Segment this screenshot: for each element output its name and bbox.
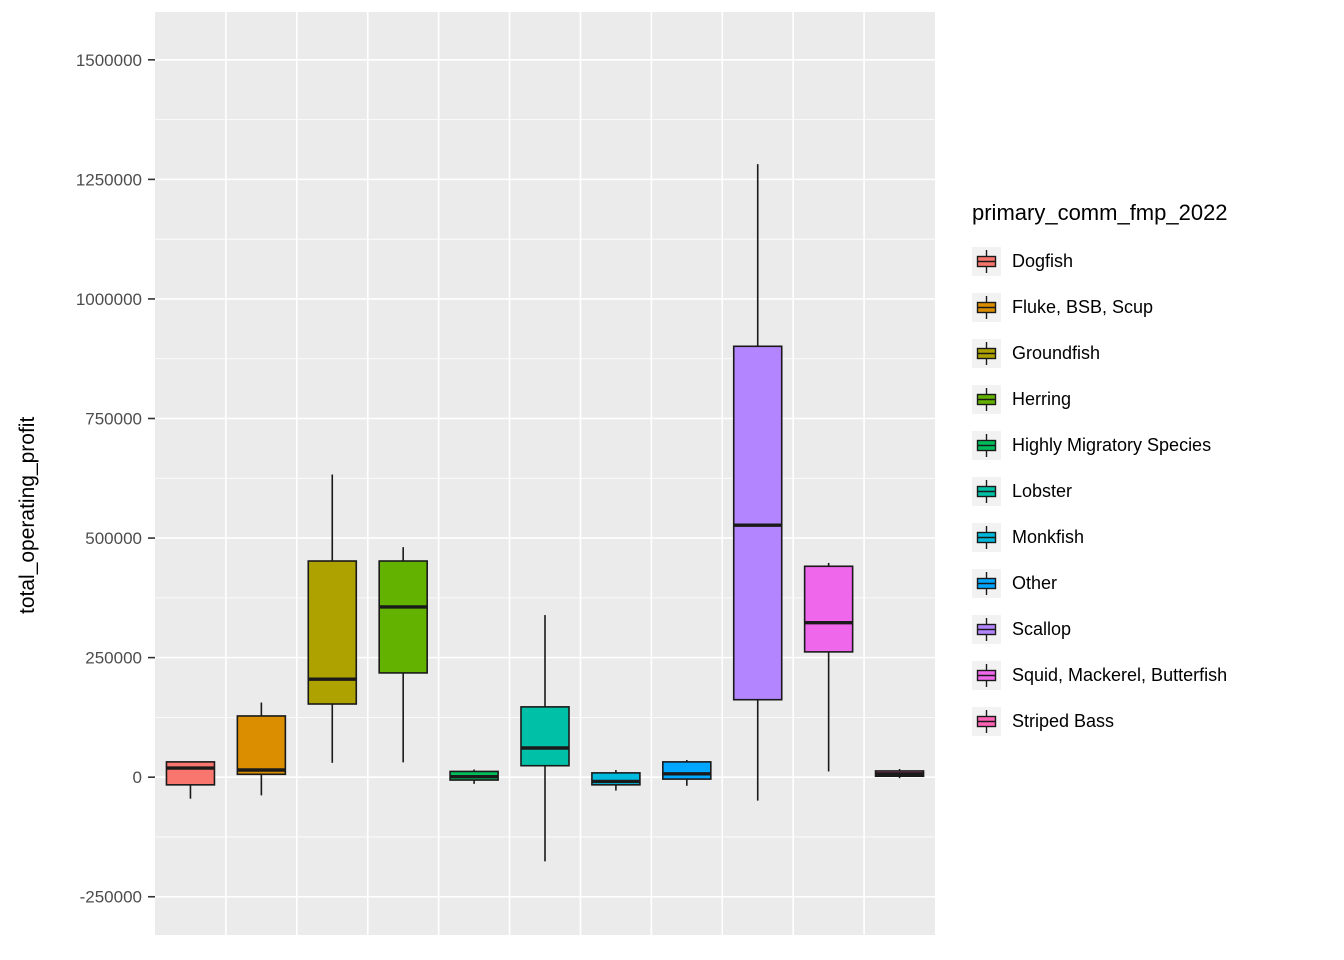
legend-key-boxplot-glyph [972,522,1001,552]
box [520,706,570,767]
y-tick-label: 250000 [85,649,142,668]
boxplot-dogfish [165,761,216,799]
boxplot-fluke-bsb-scup [236,702,287,796]
legend-label: Groundfish [1012,342,1101,363]
y-tick-label: -250000 [80,888,142,907]
legend-label: Squid, Mackerel, Butterfish [1012,664,1228,685]
box [236,715,287,776]
legend-item-striped-bass: Striped Bass [972,698,1228,744]
boxplot-squid-mackerel-butterfish [803,562,854,772]
legend-item-fluke-bsb-scup: Fluke, BSB, Scup [972,284,1228,330]
box [165,761,216,786]
legend-item-scallop: Scallop [972,606,1228,652]
legend-key-boxplot-glyph [972,384,1001,414]
y-tick-label: 0 [133,768,142,787]
legend-item-other: Other [972,560,1228,606]
boxplot-monkfish [591,770,641,791]
legend-item-squid-mackerel-butterfish: Squid, Mackerel, Butterfish [972,652,1228,698]
box [662,761,712,780]
box [803,565,854,653]
legend-key-boxplot-glyph [972,568,1001,598]
boxplot-groundfish [307,474,358,763]
box [732,345,783,701]
boxplot-herring [378,547,428,763]
boxplot-other [662,759,712,786]
legend-label: Striped Bass [1012,710,1115,731]
y-tick-label: 500000 [85,529,142,548]
box [378,560,428,674]
y-tick-label: 1000000 [76,290,142,309]
legend-key-boxplot-glyph [972,246,1001,276]
boxplot-striped-bass [874,769,925,779]
legend-label: Herring [1012,388,1072,409]
y-tick-label: 750000 [85,410,142,429]
legend-key-boxplot-glyph [972,660,1001,690]
legend-item-monkfish: Monkfish [972,514,1228,560]
legend-label: Monkfish [1012,526,1085,547]
box [307,560,358,705]
legend-key-boxplot-glyph [972,338,1001,368]
legend-item-dogfish: Dogfish [972,238,1228,284]
legend-key-boxplot-glyph [972,292,1001,322]
legend-key-boxplot-glyph [972,476,1001,506]
legend-title: primary_comm_fmp_2022 [972,200,1228,225]
legend-label: Lobster [1012,480,1073,501]
legend-label: Highly Migratory Species [1012,434,1212,455]
boxplot-highly-migratory-species [449,769,499,784]
y-tick-label: 1500000 [76,51,142,70]
legend-items: Dogfish Fluke, BSB, Scup Groundfish Herring… [972,238,1228,744]
legend-key-boxplot-glyph [972,614,1001,644]
legend-item-herring: Herring [972,376,1228,422]
boxplot-lobster [520,615,570,862]
legend: primary_comm_fmp_2022 Dogfish Fluke, BSB,… [972,200,1228,744]
boxplot-scallop [732,164,783,801]
legend-key-boxplot-glyph [972,706,1001,736]
legend-item-lobster: Lobster [972,468,1228,514]
legend-item-highly-migratory-species: Highly Migratory Species [972,422,1228,468]
legend-item-groundfish: Groundfish [972,330,1228,376]
legend-label: Fluke, BSB, Scup [1012,296,1154,317]
y-tick-label: 1250000 [76,170,142,189]
legend-key-boxplot-glyph [972,430,1001,460]
legend-label: Other [1012,572,1058,593]
legend-label: Scallop [1012,618,1072,639]
legend-label: Dogfish [1012,250,1074,271]
box [591,772,641,786]
